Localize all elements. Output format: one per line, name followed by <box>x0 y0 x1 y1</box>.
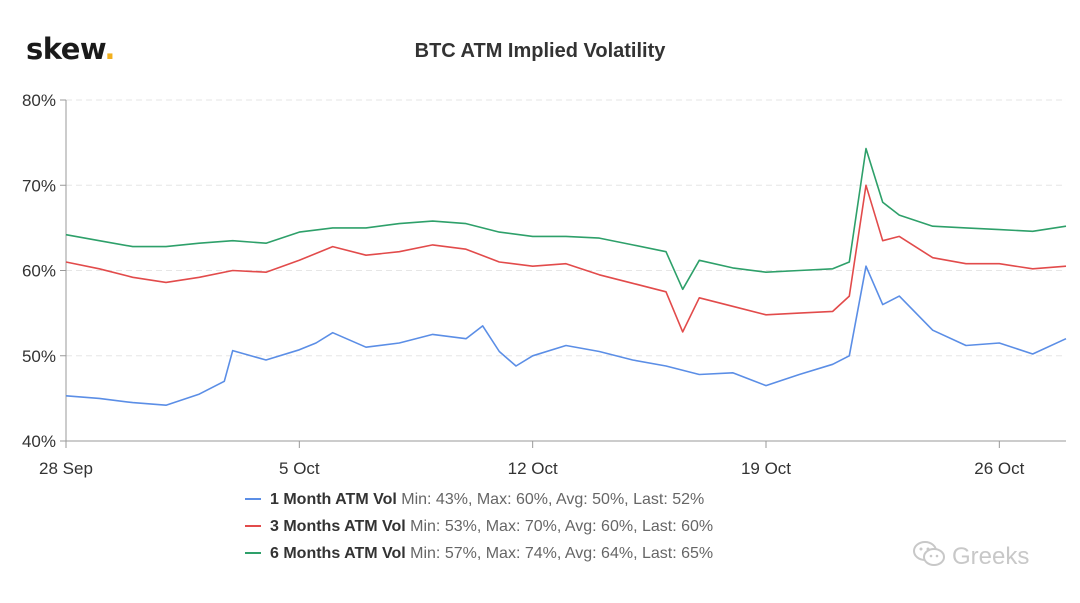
watermark-text: Greeks <box>952 542 1030 570</box>
legend-name-6-months: 6 Months ATM Vol <box>270 545 406 562</box>
x-tick-label: 5 Oct <box>279 459 320 478</box>
x-tick-label: 28 Sep <box>39 459 93 478</box>
legend-item-6-months[interactable]: 6 Months ATM Vol Min: 57%, Max: 74%, Avg… <box>245 543 713 570</box>
y-tick-label: 60% <box>22 262 56 281</box>
legend-swatch-6-months <box>245 551 261 554</box>
wechat-icon <box>912 540 946 575</box>
series-line-1-month <box>65 265 1067 407</box>
y-tick-label: 70% <box>22 176 56 195</box>
series-line-3-months <box>65 184 1067 333</box>
legend-swatch-1-month <box>245 497 261 500</box>
y-tick-label: 80% <box>22 91 56 110</box>
chart-legend: 1 Month ATM Vol Min: 43%, Max: 60%, Avg:… <box>245 489 713 570</box>
x-tick-label: 19 Oct <box>741 459 791 478</box>
y-tick-label: 50% <box>22 347 56 366</box>
x-tick-label: 26 Oct <box>974 459 1024 478</box>
legend-item-1-month[interactable]: 1 Month ATM Vol Min: 43%, Max: 60%, Avg:… <box>245 489 713 516</box>
logo-dot: . <box>104 32 115 66</box>
legend-name-1-month: 1 Month ATM Vol <box>270 491 397 508</box>
legend-item-3-months[interactable]: 3 Months ATM Vol Min: 53%, Max: 70%, Avg… <box>245 516 713 543</box>
logo-text: skew <box>26 32 105 66</box>
series-line-6-months <box>65 147 1067 291</box>
legend-stats-3-months: Min: 53%, Max: 70%, Avg: 60%, Last: 60% <box>410 518 714 535</box>
skew-logo: skew. <box>26 32 115 66</box>
legend-stats-1-month: Min: 43%, Max: 60%, Avg: 50%, Last: 52% <box>401 491 705 508</box>
chart-title: BTC ATM Implied Volatility <box>414 40 666 62</box>
legend-swatch-3-months <box>245 524 261 527</box>
watermark: Greeks <box>912 540 1029 575</box>
legend-stats-6-months: Min: 57%, Max: 74%, Avg: 64%, Last: 65% <box>410 545 714 562</box>
x-tick-label: 12 Oct <box>508 459 558 478</box>
legend-name-3-months: 3 Months ATM Vol <box>270 518 406 535</box>
y-tick-label: 40% <box>22 432 56 451</box>
